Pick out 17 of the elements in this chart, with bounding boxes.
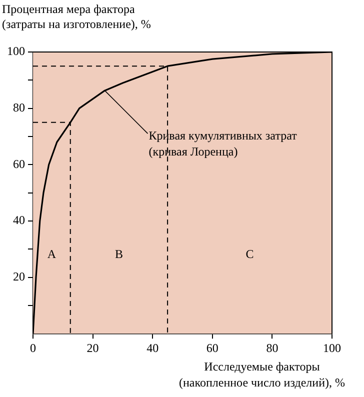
annotation: A: [47, 246, 56, 261]
y-tick-label: 60: [13, 156, 25, 171]
x-tick-label: 100: [323, 340, 341, 355]
x-tick-label: 40: [146, 340, 159, 355]
x-tick-label: 80: [266, 340, 278, 355]
annotation: Кривая кумулятивных затрат (кривая Лоренца): [148, 128, 298, 159]
y-tick-label: 20: [13, 269, 25, 284]
y-tick-label: 80: [13, 100, 25, 114]
x-axis-title: Исследуемые факторы (накопленное число изделий), %: [179, 360, 345, 390]
x-tick-label: 0: [30, 340, 36, 355]
annotation: C: [246, 246, 254, 261]
y-axis-title: Процентная мера фактора (затраты на изготовление), %: [2, 2, 151, 31]
y-tick-label: 100: [7, 44, 25, 58]
y-tick-label: 40: [13, 213, 25, 228]
x-tick-label: 20: [86, 340, 99, 355]
x-tick-label: 60: [206, 340, 218, 355]
annotation: B: [114, 246, 123, 261]
